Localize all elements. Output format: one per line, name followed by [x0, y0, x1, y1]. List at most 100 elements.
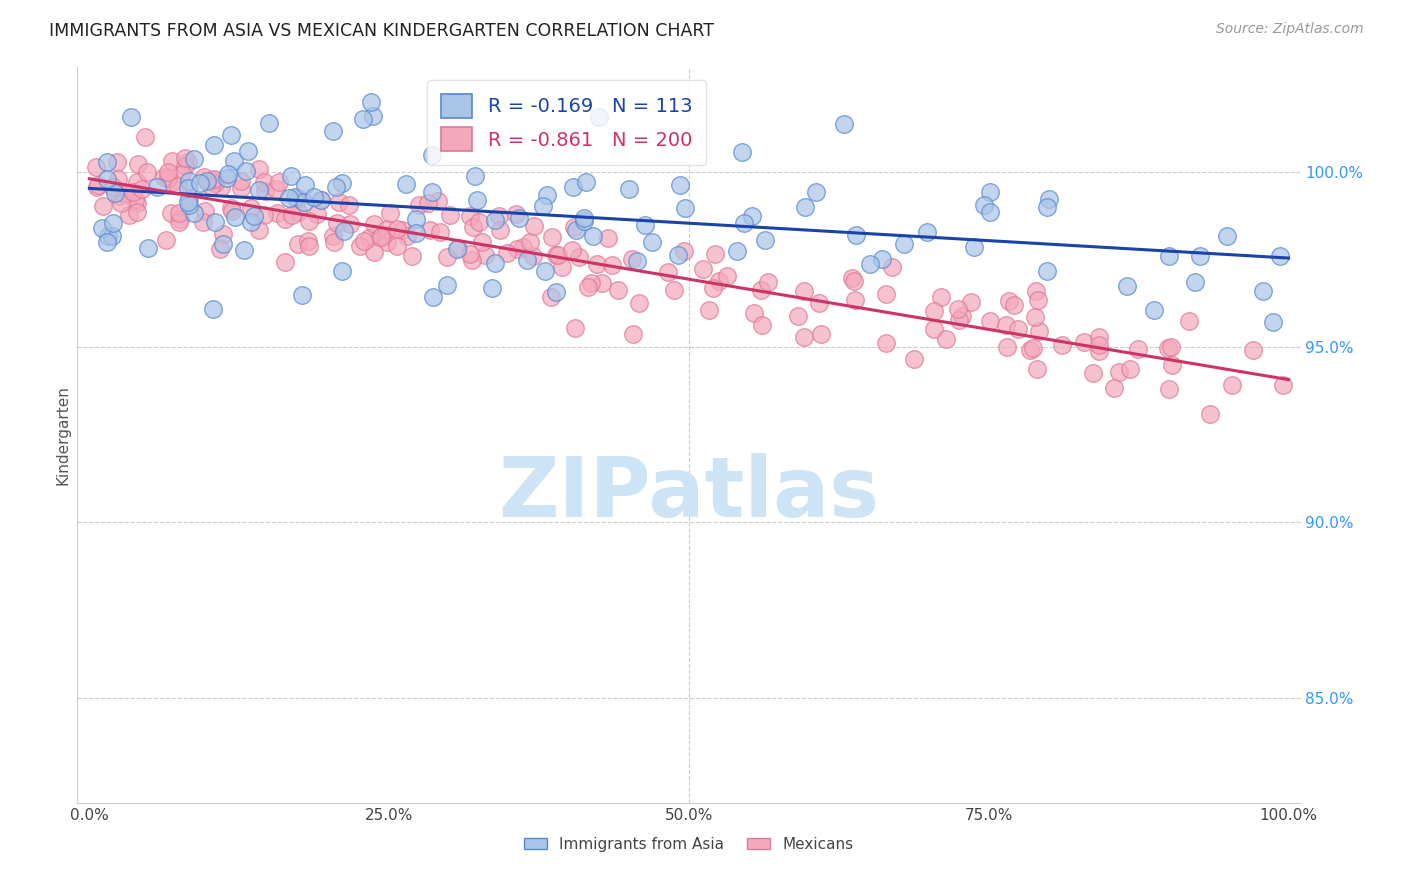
Point [219, 202, 242, 216]
Point [948, 313, 970, 327]
Point [1028, 325, 1050, 339]
Point [363, 110, 385, 124]
Point [177, 195, 200, 210]
Point [474, 248, 496, 262]
Point [298, 213, 321, 227]
Point [1036, 200, 1059, 214]
Point [104, 186, 127, 201]
Point [385, 238, 408, 252]
Point [96, 171, 118, 186]
Point [322, 229, 344, 244]
Point [391, 222, 413, 236]
Point [810, 326, 832, 341]
Point [1025, 362, 1047, 376]
Point [86, 161, 108, 175]
Point [274, 254, 297, 268]
Point [266, 206, 288, 220]
Point [371, 229, 394, 244]
Point [924, 322, 946, 336]
Point [523, 219, 546, 234]
Point [742, 306, 765, 320]
Point [202, 302, 225, 317]
Point [489, 223, 512, 237]
Point [540, 290, 562, 304]
Point [179, 173, 201, 187]
Point [174, 159, 197, 173]
Point [804, 186, 827, 200]
Point [252, 175, 274, 189]
Point [287, 236, 309, 251]
Point [124, 194, 146, 208]
Point [749, 283, 772, 297]
Point [405, 227, 427, 241]
Point [91, 221, 114, 235]
Point [349, 239, 371, 253]
Point [1199, 407, 1222, 421]
Point [572, 211, 595, 225]
Point [834, 117, 856, 131]
Point [591, 276, 613, 290]
Point [692, 262, 714, 277]
Point [333, 224, 356, 238]
Point [169, 206, 191, 220]
Point [1184, 275, 1206, 289]
Point [575, 176, 598, 190]
Point [160, 176, 183, 190]
Point [229, 181, 252, 195]
Point [547, 248, 569, 262]
Point [793, 330, 815, 344]
Point [1143, 303, 1166, 318]
Text: IMMIGRANTS FROM ASIA VS MEXICAN KINDERGARTEN CORRELATION CHART: IMMIGRANTS FROM ASIA VS MEXICAN KINDERGA… [49, 22, 714, 40]
Point [1177, 314, 1199, 328]
Point [325, 216, 347, 230]
Point [626, 253, 648, 268]
Point [96, 235, 118, 249]
Point [1022, 341, 1045, 355]
Point [422, 290, 444, 304]
Point [257, 116, 280, 130]
Point [174, 151, 197, 165]
Point [1241, 343, 1264, 358]
Point [422, 147, 444, 161]
Point [160, 206, 183, 220]
Point [127, 204, 149, 219]
Point [107, 172, 129, 186]
Point [731, 145, 754, 160]
Point [621, 252, 644, 267]
Point [619, 182, 641, 196]
Point [236, 144, 259, 158]
Point [273, 211, 295, 226]
Point [200, 179, 222, 194]
Point [481, 281, 503, 295]
Point [754, 233, 776, 247]
Point [156, 170, 179, 185]
Point [170, 167, 193, 181]
Point [463, 219, 485, 234]
Point [405, 211, 427, 226]
Point [841, 271, 863, 285]
Text: ZIPatlas: ZIPatlas [499, 453, 879, 534]
Point [91, 199, 114, 213]
Point [1261, 315, 1284, 329]
Point [662, 283, 685, 297]
Point [247, 162, 270, 177]
Point [707, 274, 730, 288]
Point [353, 234, 375, 248]
Point [167, 215, 190, 229]
Point [287, 204, 309, 219]
Point [1073, 334, 1095, 349]
Point [596, 231, 619, 245]
Point [960, 294, 983, 309]
Point [844, 293, 866, 307]
Point [179, 192, 201, 206]
Point [177, 181, 200, 195]
Point [488, 209, 510, 223]
Point [337, 198, 360, 212]
Point [634, 218, 657, 232]
Point [169, 211, 191, 226]
Point [101, 216, 124, 230]
Point [697, 303, 720, 318]
Point [254, 184, 277, 198]
Point [703, 247, 725, 261]
Point [339, 217, 361, 231]
